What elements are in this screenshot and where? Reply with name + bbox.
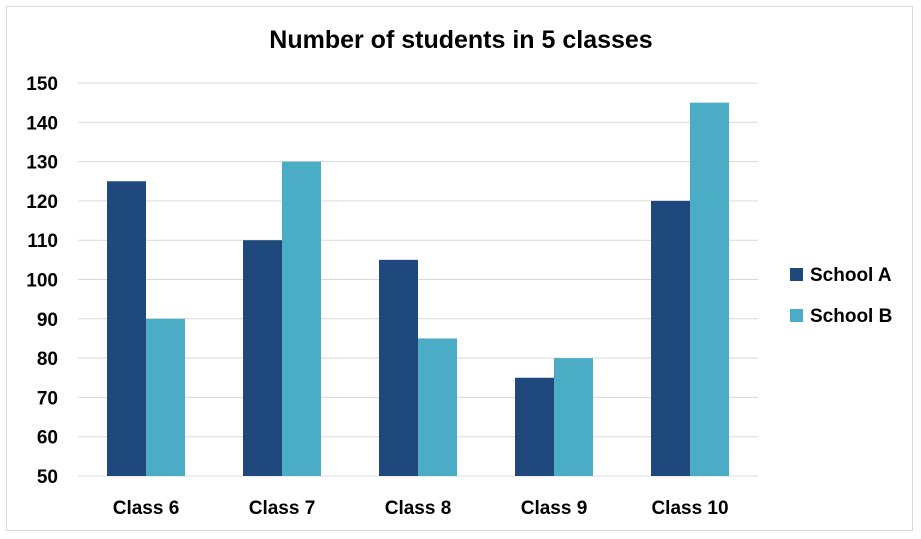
legend-label: School A — [810, 265, 892, 286]
legend: School A School B — [790, 265, 892, 327]
y-tick-label: 80 — [37, 349, 58, 370]
bar-school-a-class-8 — [379, 259, 418, 476]
legend-swatch — [790, 309, 803, 322]
y-tick-label: 140 — [26, 113, 58, 134]
legend-swatch — [790, 268, 803, 281]
x-tick-label: Class 8 — [385, 498, 452, 519]
legend-label: School B — [810, 306, 892, 327]
y-tick-label: 100 — [26, 271, 58, 292]
gridlines — [78, 82, 758, 477]
y-tick-label: 130 — [26, 153, 58, 174]
bar-school-a-class-10 — [651, 200, 690, 476]
y-tick-label: 120 — [26, 192, 58, 213]
y-axis-ticks: 50 60 70 80 90 100 110 120 130 140 150 — [26, 74, 58, 488]
y-tick-label: 50 — [37, 467, 58, 488]
y-tick-label: 90 — [37, 310, 58, 331]
bar-school-a-class-6 — [107, 181, 146, 476]
x-axis-ticks: Class 6 Class 7 Class 8 Class 9 Class 10 — [113, 498, 729, 519]
chart-title: Number of students in 5 classes — [269, 26, 652, 54]
bar-school-b-class-10 — [690, 102, 729, 477]
bar-school-b-class-6 — [146, 318, 185, 476]
y-tick-label: 150 — [26, 74, 58, 95]
bars — [107, 102, 729, 477]
bar-school-a-class-9 — [515, 377, 554, 476]
bar-school-a-class-7 — [243, 240, 282, 476]
x-tick-label: Class 6 — [113, 498, 180, 519]
y-tick-label: 110 — [27, 231, 58, 252]
x-tick-label: Class 9 — [521, 498, 588, 519]
bar-school-b-class-9 — [554, 358, 593, 476]
y-tick-label: 60 — [37, 428, 58, 449]
bar-school-b-class-8 — [418, 338, 457, 476]
y-tick-label: 70 — [37, 388, 58, 409]
x-tick-label: Class 7 — [249, 498, 316, 519]
bar-school-b-class-7 — [282, 161, 321, 476]
x-tick-label: Class 10 — [651, 498, 728, 519]
